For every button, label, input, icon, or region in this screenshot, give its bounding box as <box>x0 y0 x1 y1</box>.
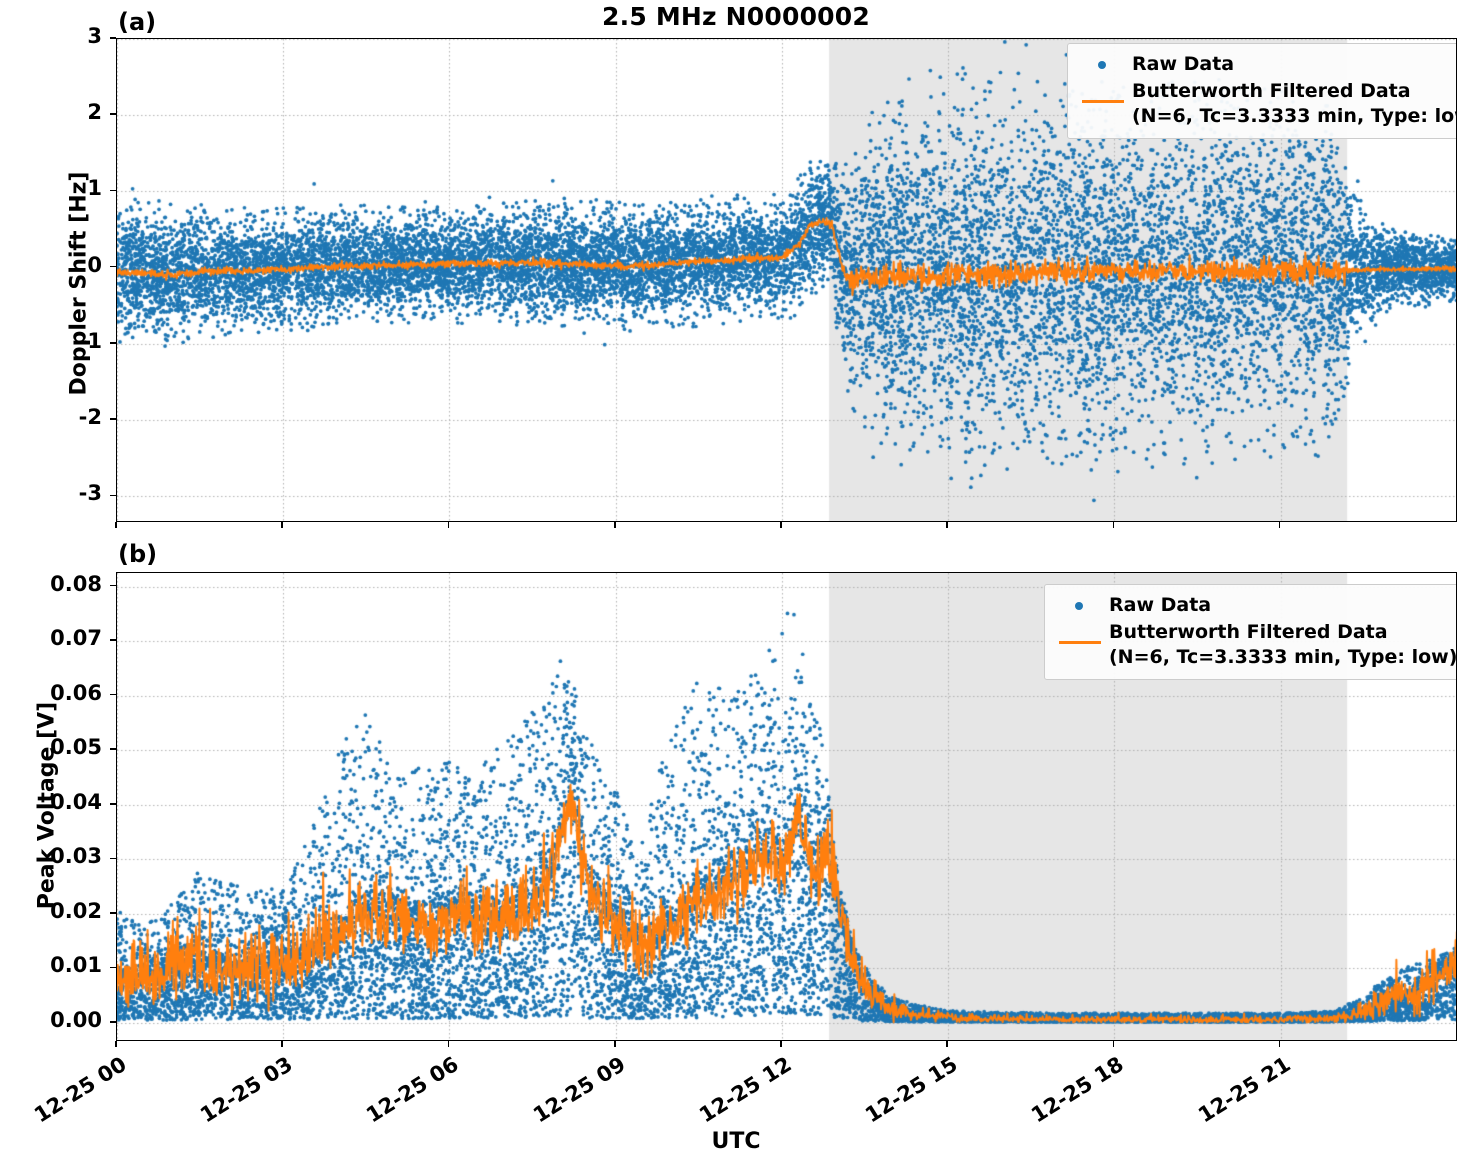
legend-label-raw: Raw Data <box>1109 594 1212 616</box>
x-tick-label: 12-25 18 <box>1027 1052 1129 1128</box>
y-tick-label: 2 <box>87 100 102 125</box>
y-tick-label: 0.01 <box>50 953 102 978</box>
legend-row-filtered: Butterworth Filtered Data (N=6, Tc=3.3333… <box>1055 620 1457 670</box>
x-tick-mark <box>281 522 284 528</box>
y-tick-mark <box>110 912 116 914</box>
legend-row-raw: Raw Data <box>1078 52 1456 78</box>
y-tick-label: 0.00 <box>50 1007 102 1032</box>
legend-label-raw: Raw Data <box>1132 53 1235 75</box>
y-tick-mark <box>110 802 116 805</box>
x-tick-mark <box>613 522 616 528</box>
filtered-data-line-icon <box>1055 620 1109 646</box>
y-tick-label: 0.02 <box>50 898 102 923</box>
y-tick-label: -3 <box>78 481 102 506</box>
y-tick-mark <box>110 189 116 192</box>
y-tick-mark <box>110 748 116 751</box>
y-tick-mark <box>110 265 116 268</box>
x-tick-mark <box>1112 522 1115 528</box>
panel-b-plot-area: Raw Data Butterworth Filtered Data (N=6, … <box>116 572 1457 1041</box>
x-axis-label: UTC <box>711 1129 761 1154</box>
y-tick-mark <box>110 1021 116 1023</box>
y-tick-mark <box>110 693 116 696</box>
y-tick-mark <box>110 37 116 39</box>
legend-row-raw: Raw Data <box>1055 593 1456 619</box>
panel-b-tag: (b) <box>118 540 158 568</box>
y-tick-mark <box>110 418 116 420</box>
x-tick-label: 12-25 03 <box>196 1052 297 1128</box>
panel-a-tag: (a) <box>118 8 157 36</box>
legend-label-filtered-line1: Butterworth Filtered Data <box>1109 621 1388 643</box>
x-tick-mark <box>613 1041 616 1047</box>
x-tick-label: 12-25 06 <box>362 1052 464 1128</box>
y-tick-mark <box>110 342 116 344</box>
x-tick-mark <box>1278 522 1281 528</box>
filtered-data-line-icon <box>1078 79 1132 105</box>
y-tick-label: 0.06 <box>50 680 102 705</box>
x-tick-mark <box>115 1041 117 1047</box>
figure-title: 2.5 MHz N0000002 <box>602 2 870 31</box>
x-tick-mark <box>281 1041 284 1047</box>
panel-a-legend: Raw Data Butterworth Filtered Data (N=6, … <box>1067 43 1457 139</box>
y-tick-label: 0 <box>87 252 102 277</box>
y-tick-label: 3 <box>87 24 102 48</box>
legend-label-filtered-line1: Butterworth Filtered Data <box>1132 80 1411 102</box>
y-tick-label: 0.05 <box>50 735 102 760</box>
y-tick-label: 0.07 <box>50 626 102 651</box>
x-tick-mark <box>780 1041 782 1047</box>
y-tick-label: -1 <box>78 328 102 353</box>
panel-b-legend: Raw Data Butterworth Filtered Data (N=6, … <box>1044 584 1457 680</box>
y-tick-label: 0.04 <box>50 789 102 814</box>
y-tick-label: 0.03 <box>50 844 102 869</box>
x-tick-mark <box>1278 1041 1281 1047</box>
x-tick-mark <box>447 522 450 528</box>
x-tick-mark <box>115 522 117 528</box>
x-tick-label: 12-25 12 <box>695 1052 796 1128</box>
x-tick-mark <box>946 522 948 528</box>
panel-a-plot-area: Raw Data Butterworth Filtered Data (N=6, … <box>116 38 1457 522</box>
y-tick-mark <box>110 113 116 115</box>
raw-data-marker-icon <box>1078 52 1132 78</box>
y-tick-mark <box>110 857 116 860</box>
x-tick-mark <box>780 522 782 528</box>
x-tick-label: 12-25 15 <box>861 1052 962 1128</box>
y-tick-label: 0.08 <box>50 571 102 596</box>
legend-row-filtered: Butterworth Filtered Data (N=6, Tc=3.3333… <box>1078 79 1457 129</box>
y-tick-label: 1 <box>87 176 102 201</box>
legend-label-filtered-line2: (N=6, Tc=3.3333 min, Type: low) <box>1109 646 1457 668</box>
y-tick-label: -2 <box>78 405 102 430</box>
x-tick-mark <box>447 1041 450 1047</box>
x-tick-label: 12-25 00 <box>30 1052 131 1128</box>
y-tick-mark <box>110 584 116 587</box>
x-tick-mark <box>1112 1041 1115 1047</box>
x-tick-label: 12-25 21 <box>1193 1052 1295 1128</box>
x-tick-label: 12-25 09 <box>528 1052 630 1128</box>
legend-label-filtered-line2: (N=6, Tc=3.3333 min, Type: low) <box>1132 105 1457 127</box>
y-tick-mark <box>110 494 116 497</box>
y-tick-mark <box>110 966 116 969</box>
x-tick-mark <box>946 1041 948 1047</box>
y-tick-mark <box>110 639 116 641</box>
raw-data-marker-icon <box>1055 593 1109 619</box>
